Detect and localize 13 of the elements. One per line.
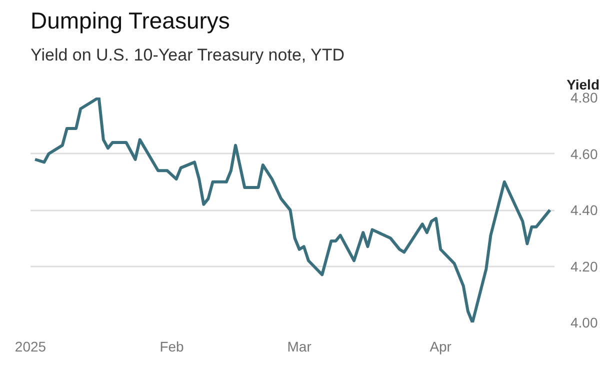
x-tick-label: Feb — [160, 338, 184, 354]
chart-subtitle: Yield on U.S. 10-Year Treasury note, YTD — [30, 46, 345, 64]
x-tick-label: Mar — [287, 338, 312, 354]
line-series — [34, 98, 552, 322]
y-tick-label: 4.20 — [570, 258, 598, 274]
y-tick-label: 4.80 — [570, 90, 598, 106]
y-tick-label: 4.00 — [570, 314, 598, 330]
y-tick-label: 4.60 — [570, 146, 598, 162]
y-tick-label: 4.40 — [570, 202, 598, 218]
x-tick-label: Apr — [430, 338, 452, 354]
x-tick-label: 2025 — [14, 338, 46, 354]
chart-title: Dumping Treasurys — [30, 8, 230, 34]
y-axis-title: Yield — [566, 76, 600, 92]
